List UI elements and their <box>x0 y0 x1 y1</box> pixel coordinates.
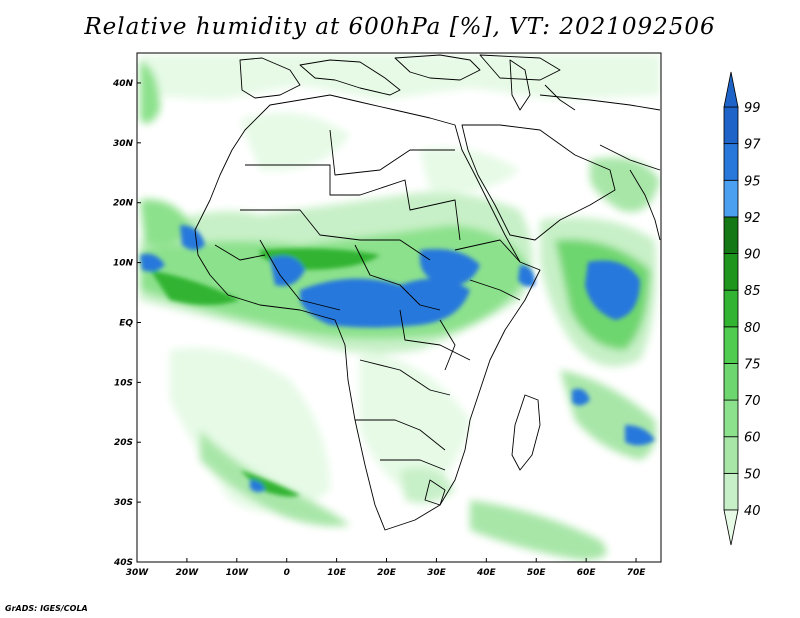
colorbar-label: 60 <box>744 431 761 446</box>
colorbar-swatch <box>723 363 739 401</box>
x-tick-label: 70E <box>627 568 647 578</box>
colorbar-swatch <box>723 472 739 511</box>
colorbar-swatch <box>723 143 739 181</box>
coastlines-borders <box>194 54 661 531</box>
x-tick-label: 30E <box>427 568 447 578</box>
colorbar-swatch <box>723 436 739 474</box>
colorbar-swatch <box>723 216 739 254</box>
humidity-field <box>137 53 661 562</box>
x-tick-label: 60E <box>577 568 597 578</box>
x-tick-label: 50E <box>527 568 547 578</box>
colorbar-label: 70 <box>744 394 761 409</box>
colorbar-label: 95 <box>744 174 761 189</box>
x-tick-label: 10W <box>226 568 250 578</box>
map-frame <box>136 52 662 563</box>
x-tick-label: 20E <box>377 568 397 578</box>
colorbar-swatch <box>723 106 739 145</box>
y-tick-label: 10S <box>114 378 133 388</box>
colorbar-swatch <box>723 326 739 364</box>
y-tick-label: 40N <box>112 79 134 89</box>
colorbar-legend: 40 50 60 70 75 80 85 90 92 95 97 99 <box>723 71 761 546</box>
x-tick-label: 10E <box>327 568 347 578</box>
y-axis: 40N 30N 20N 10N EQ 10S 20S 30S 40S <box>112 79 141 568</box>
colorbar-label: 92 <box>744 211 761 226</box>
x-tick-label: 0 <box>284 568 290 578</box>
colorbar-label: 50 <box>744 467 761 482</box>
colorbar-max-triangle <box>723 71 739 108</box>
colorbar-label: 85 <box>744 284 761 299</box>
y-tick-label: 10N <box>113 259 134 269</box>
y-tick-label: 30S <box>114 498 133 508</box>
y-tick-label: 20N <box>113 199 134 209</box>
x-tick-label: 20W <box>176 568 200 578</box>
colorbar-label: 97 <box>744 138 761 153</box>
colorbar-min-triangle <box>723 509 739 546</box>
x-tick-label: 40E <box>476 568 497 578</box>
high-humidity-cores <box>140 225 655 497</box>
colorbar-swatch <box>723 399 739 438</box>
colorbar-label: 75 <box>744 357 761 372</box>
colorbar-swatch <box>723 289 739 328</box>
credit-text: GrADS: IGES/COLA <box>5 604 88 613</box>
map-title: Relative humidity at 600hPa [%], VT: 202… <box>84 14 716 40</box>
colorbar-swatch <box>723 179 739 218</box>
colorbar-label: 40 <box>744 504 761 519</box>
y-tick-label: 20S <box>114 438 133 448</box>
colorbar-swatch <box>723 253 739 291</box>
colorbar-label: 80 <box>744 321 761 336</box>
y-tick-label: EQ <box>119 318 133 328</box>
colorbar-label: 90 <box>744 248 761 263</box>
x-axis: 30W 20W 10W 0 10E 20E 30E 40E 50E 60E 70E <box>126 558 646 578</box>
y-tick-label: 40S <box>113 558 133 568</box>
y-tick-label: 30N <box>113 139 134 149</box>
colorbar-label: 99 <box>744 101 761 116</box>
x-tick-label: 30W <box>126 568 150 578</box>
